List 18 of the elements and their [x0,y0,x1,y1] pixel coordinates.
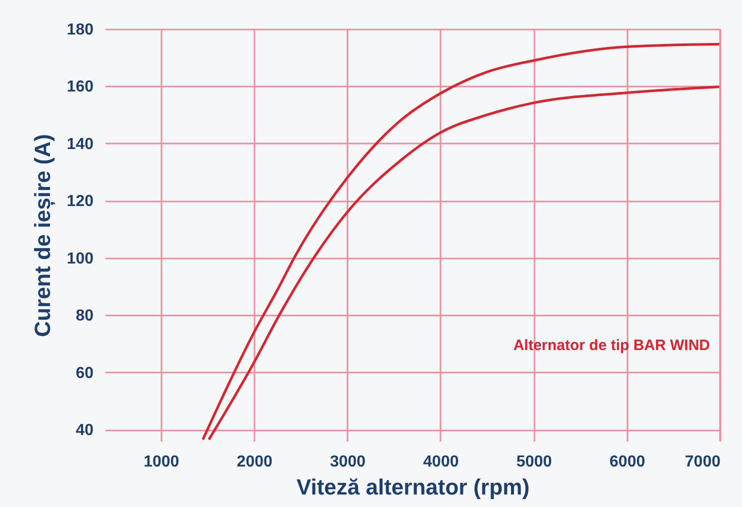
y-tick-label: 100 [66,250,94,268]
x-axis-title: Viteză alternator (rpm) [296,474,530,500]
x-tick-label: 5000 [516,454,552,470]
y-tick-label: 160 [66,78,94,96]
x-tick-label: 1000 [144,454,180,470]
y-tick-label: 60 [76,364,94,382]
annotation: Alternator de tip BAR WIND [513,337,710,354]
y-tick-label: 140 [66,136,94,153]
x-tick-label: 4000 [423,454,459,470]
y-tick-label: 180 [66,22,94,38]
y-axis-title: Curent de ieșire (A) [30,134,56,337]
x-tick-label: 7000 [684,454,721,470]
x-tick-label: 2000 [236,454,272,470]
x-tick-label: 6000 [610,454,646,470]
y-tick-label: 80 [76,308,94,325]
y-tick-label: 120 [66,193,94,210]
y-tick-label: 40 [76,422,94,440]
x-tick-label: 3000 [330,454,366,470]
